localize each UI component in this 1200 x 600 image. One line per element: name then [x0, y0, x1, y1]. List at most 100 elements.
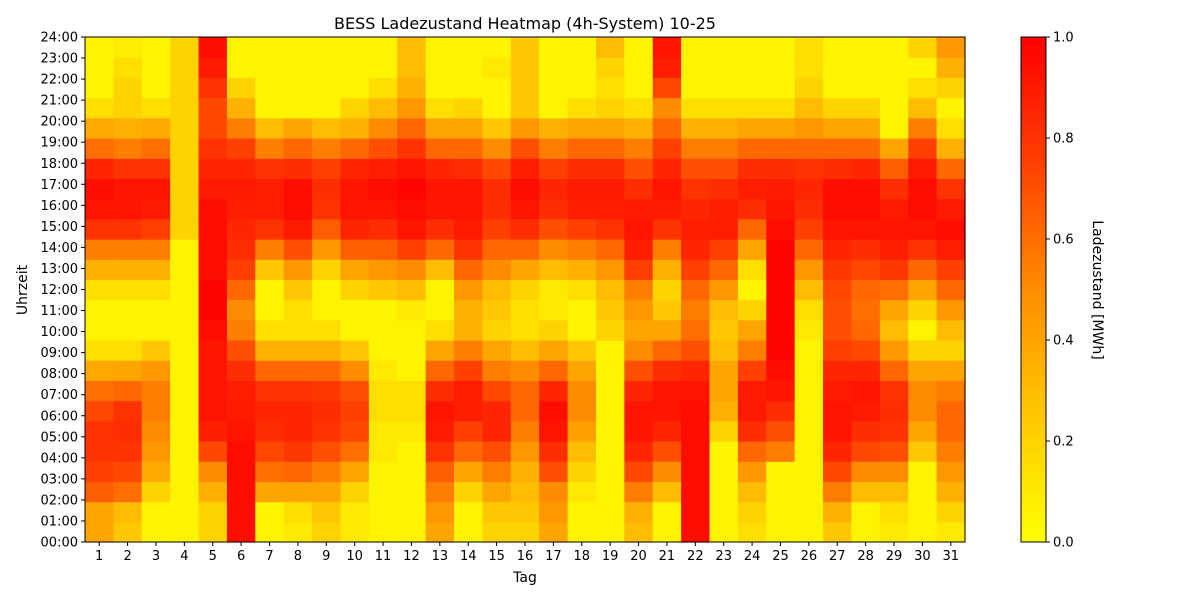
heatmap-cell-day7-h22: [255, 77, 285, 99]
heatmap-cell-day6-h7: [226, 380, 256, 402]
heatmap-cell-day31-h14: [936, 239, 966, 260]
heatmap-cell-day19-h11: [595, 299, 625, 321]
heatmap-cell-day4-h10: [170, 319, 200, 341]
heatmap-cell-day21-h19: [652, 138, 682, 159]
heatmap-cell-day6-h8: [226, 360, 256, 381]
heatmap-cell-day17-h15: [539, 218, 569, 240]
heatmap-cell-day27-h22: [823, 77, 853, 99]
heatmap-cell-day7-h24: [255, 37, 285, 58]
heatmap-cell-day23-h19: [709, 138, 739, 159]
heatmap-cell-day22-h8: [681, 360, 711, 381]
heatmap-cell-day19-h20: [595, 117, 625, 139]
y-tick-label: 15:00: [41, 220, 78, 235]
heatmap-cell-day10-h14: [340, 239, 370, 260]
heatmap-cell-day9-h0: [312, 521, 342, 543]
heatmap-cell-day18-h12: [567, 279, 597, 301]
heatmap-cell-day14-h21: [454, 97, 484, 119]
heatmap-cell-day23-h0: [709, 521, 739, 543]
heatmap-cell-day11-h2: [368, 481, 398, 503]
heatmap-cell-day1-h14: [85, 239, 114, 260]
heatmap-cell-day7-h11: [255, 299, 285, 321]
heatmap-cell-day23-h6: [709, 400, 739, 422]
heatmap-cell-day14-h17: [454, 178, 484, 200]
heatmap-cell-day4-h4: [170, 441, 200, 462]
heatmap-cell-day27-h10: [823, 319, 853, 341]
heatmap-cell-day23-h5: [709, 420, 739, 442]
heatmap-cell-day18-h22: [567, 77, 597, 99]
x-tick-label: 3: [152, 549, 160, 564]
heatmap-cell-day10-h7: [340, 380, 370, 402]
y-tick-label: 12:00: [41, 283, 78, 298]
heatmap-cell-day30-h11: [908, 299, 938, 321]
y-axis-label: Uhrzeit: [15, 264, 31, 315]
heatmap-cell-day14-h1: [454, 501, 484, 523]
y-tick-label: 20:00: [41, 115, 78, 130]
heatmap-cell-day19-h12: [595, 279, 625, 301]
heatmap-cell-day18-h8: [567, 360, 597, 381]
heatmap-cell-day15-h9: [482, 340, 512, 361]
heatmap-cell-day3-h21: [141, 97, 171, 119]
heatmap-cell-day24-h3: [737, 461, 767, 482]
heatmap-cell-day20-h3: [624, 461, 654, 482]
heatmap-cell-day30-h1: [908, 501, 938, 523]
heatmap-cell-day24-h4: [737, 441, 767, 462]
heatmap-cell-day6-h14: [226, 239, 256, 260]
heatmap-cell-day4-h13: [170, 259, 200, 280]
heatmap-cell-day29-h23: [879, 57, 909, 78]
heatmap-cell-day8-h9: [283, 340, 313, 361]
heatmap-cell-day20-h22: [624, 77, 654, 99]
heatmap-cell-day9-h23: [312, 57, 342, 78]
x-tick-label: 8: [294, 549, 302, 564]
heatmap-cell-day28-h8: [851, 360, 881, 381]
heatmap-cell-day25-h23: [766, 57, 796, 78]
heatmap-cell-day12-h1: [397, 501, 427, 523]
heatmap-cell-day25-h11: [766, 299, 796, 321]
heatmap-cell-day1-h8: [85, 360, 114, 381]
heatmap-cell-day2-h9: [113, 340, 143, 361]
heatmap-cell-day6-h13: [226, 259, 256, 280]
heatmap-cell-day6-h16: [226, 198, 256, 220]
heatmap-cell-day23-h4: [709, 441, 739, 462]
heatmap-cell-day19-h9: [595, 340, 625, 361]
heatmap-cell-day20-h21: [624, 97, 654, 119]
y-tick-label: 17:00: [41, 178, 78, 193]
heatmap-cell-day23-h7: [709, 380, 739, 402]
heatmap-cell-day9-h9: [312, 340, 342, 361]
heatmap-cell-day18-h13: [567, 259, 597, 280]
heatmap-cell-day2-h10: [113, 319, 143, 341]
heatmap-cell-day17-h19: [539, 138, 569, 159]
heatmap-cell-day20-h6: [624, 400, 654, 422]
heatmap-cell-day15-h4: [482, 441, 512, 462]
heatmap-cell-day24-h0: [737, 521, 767, 543]
heatmap-cell-day22-h16: [681, 198, 711, 220]
heatmap-cell-day7-h5: [255, 420, 285, 442]
heatmap-cell-day7-h23: [255, 57, 285, 78]
heatmap-cell-day15-h6: [482, 400, 512, 422]
heatmap-cell-day25-h17: [766, 178, 796, 200]
heatmap-cell-day20-h12: [624, 279, 654, 301]
heatmap-cell-day10-h15: [340, 218, 370, 240]
heatmap-cell-day4-h15: [170, 218, 200, 240]
heatmap-cell-day12-h22: [397, 77, 427, 99]
heatmap-cell-day10-h20: [340, 117, 370, 139]
heatmap-cell-day27-h15: [823, 218, 853, 240]
heatmap-cell-day16-h4: [510, 441, 540, 462]
heatmap-cell-day29-h3: [879, 461, 909, 482]
heatmap-cell-day14-h19: [454, 138, 484, 159]
colorbar-tick-label: 0.6: [1053, 233, 1074, 248]
heatmap-cell-day30-h2: [908, 481, 938, 503]
heatmap-cell-day22-h1: [681, 501, 711, 523]
heatmap-cell-day20-h16: [624, 198, 654, 220]
heatmap-cell-day16-h19: [510, 138, 540, 159]
heatmap-cell-day3-h24: [141, 37, 171, 58]
heatmap-cell-day16-h23: [510, 57, 540, 78]
heatmap-cell-day20-h11: [624, 299, 654, 321]
heatmap-cell-day30-h10: [908, 319, 938, 341]
heatmap-cell-day2-h13: [113, 259, 143, 280]
heatmap-cell-day14-h13: [454, 259, 484, 280]
heatmap-cell-day12-h6: [397, 400, 427, 422]
heatmap-cell-day26-h6: [794, 400, 824, 422]
heatmap-cell-day13-h8: [425, 360, 455, 381]
heatmap-cell-day26-h5: [794, 420, 824, 442]
heatmap-cell-day10-h11: [340, 299, 370, 321]
